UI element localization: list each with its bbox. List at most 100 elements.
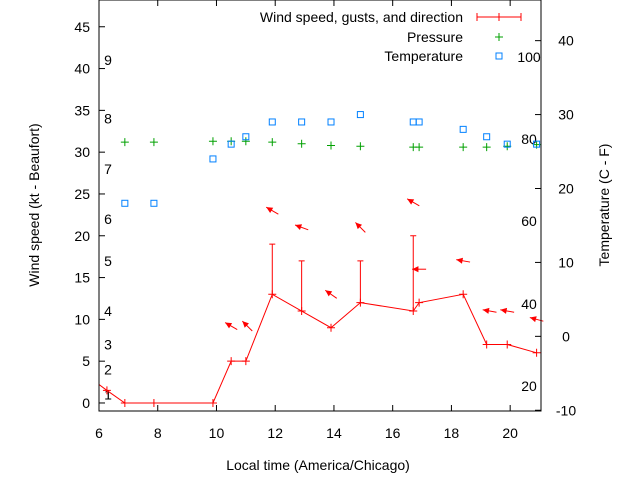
- beaufort-label: 5: [104, 253, 112, 269]
- temperature-point: [121, 199, 129, 207]
- y2-tick-label: 40: [558, 33, 574, 49]
- wind-point: [120, 398, 129, 407]
- wind-direction-arrowhead: [242, 321, 249, 328]
- wind-point: [241, 357, 250, 366]
- y-tick-label: 25: [74, 186, 90, 202]
- y2-axis-label: Temperature (C - F): [596, 144, 612, 267]
- temperature-point: [209, 155, 217, 163]
- plot-frame: [98, 0, 542, 412]
- temperature-point: [268, 118, 276, 126]
- y2-tick-label: -10: [556, 402, 576, 418]
- pressure-point: [327, 141, 336, 150]
- pressure-point: [482, 143, 491, 152]
- y-tick-label: 0: [82, 395, 90, 411]
- y-tick-label: 15: [74, 270, 90, 286]
- wind-direction-arrowhead: [482, 307, 490, 314]
- wind-direction-arrowhead: [456, 257, 464, 264]
- temperature-point: [533, 140, 541, 148]
- pressure-point: [120, 138, 129, 147]
- gust-errorbar: [269, 243, 276, 295]
- beaufort-label: 2: [104, 362, 112, 378]
- pressure-point: [149, 138, 158, 147]
- gust-errorbar: [410, 235, 417, 312]
- x-tick-label: 14: [326, 425, 342, 441]
- legend-swatch-pressure: [495, 33, 503, 41]
- x-tick-label: 20: [502, 425, 518, 441]
- wind-point: [532, 348, 541, 357]
- wind-speed-line: [99, 293, 537, 404]
- wind-direction-arrowhead: [407, 198, 415, 205]
- beaufort-label: 8: [104, 111, 112, 127]
- pressure-point: [356, 142, 365, 151]
- beaufort-label: 4: [104, 303, 112, 319]
- beaufort-label: 7: [104, 161, 112, 177]
- wind-direction-arrowhead: [500, 307, 508, 314]
- y-tick-label: 35: [74, 102, 90, 118]
- axes-layer: 6 8 10 12 14 16 18 20051015202530354045-1001020…: [74, 0, 576, 441]
- legend-label-wind: Wind speed, gusts, and direction: [260, 9, 463, 25]
- beaufort-label: 1: [104, 387, 112, 403]
- fahrenheit-label: 100: [517, 49, 541, 65]
- legend: Wind speed, gusts, and direction Pressur…: [260, 9, 522, 64]
- fahrenheit-label: 80: [521, 131, 537, 147]
- temperature-point: [459, 125, 467, 133]
- gust-errorbar: [357, 260, 364, 303]
- y-axis-label: Wind speed (kt - Beaufort): [26, 123, 42, 286]
- y-tick-label: 30: [74, 144, 90, 160]
- wind-point: [149, 398, 158, 407]
- wind-point: [415, 298, 424, 307]
- temperature-point: [227, 140, 235, 148]
- beaufort-label: 6: [104, 211, 112, 227]
- temperature-point: [298, 118, 306, 126]
- x-tick-label: 12: [267, 425, 283, 441]
- wind-direction-arrowhead: [225, 322, 233, 329]
- x-axis-label: Local time (America/Chicago): [226, 457, 410, 473]
- beaufort-label: 9: [104, 52, 112, 68]
- wind-point: [102, 386, 111, 395]
- pressure-point: [208, 137, 217, 146]
- y-tick-label: 40: [74, 61, 90, 77]
- wind-direction-arrowhead: [412, 266, 419, 273]
- temperature-point: [150, 199, 158, 207]
- x-tick-label: 18: [444, 425, 460, 441]
- wind-point: [503, 340, 512, 349]
- data-layer: [99, 111, 544, 407]
- gust-errorbar: [298, 260, 305, 312]
- y-tick-label: 20: [74, 228, 90, 244]
- temperature-point: [242, 133, 250, 141]
- wind-direction-arrowhead: [529, 316, 537, 323]
- pressure-point: [415, 143, 424, 152]
- y-tick-label: 10: [74, 311, 90, 327]
- temperature-point: [356, 111, 364, 119]
- wind-point: [482, 340, 491, 349]
- x-tick-label: 10: [209, 425, 225, 441]
- y2-tick-label: 0: [562, 328, 570, 344]
- wind-direction-arrowhead: [295, 224, 303, 231]
- x-tick-label: 16: [385, 425, 401, 441]
- fahrenheit-label: 60: [521, 213, 537, 229]
- y-tick-label: 5: [82, 353, 90, 369]
- wind-point: [327, 323, 336, 332]
- legend-label-temperature: Temperature: [384, 48, 463, 64]
- pressure-point: [459, 143, 468, 152]
- legend-label-pressure: Pressure: [407, 29, 463, 45]
- wind-point: [459, 290, 468, 299]
- wind-point: [227, 357, 236, 366]
- beaufort-label: 3: [104, 336, 112, 352]
- fahrenheit-label: 40: [521, 296, 537, 312]
- pressure-point: [241, 137, 250, 146]
- legend-swatch-wind: [476, 13, 522, 21]
- pressure-point: [268, 138, 277, 147]
- pressure-point: [297, 139, 306, 148]
- y2-tick-label: 20: [558, 180, 574, 196]
- y-tick-label: 45: [74, 19, 90, 35]
- y2-tick-label: 10: [558, 254, 574, 270]
- y2-tick-label: 30: [558, 107, 574, 123]
- fahrenheit-label: 20: [521, 378, 537, 394]
- wind-direction-arrowhead: [266, 207, 274, 213]
- wind-direction-arrowhead: [325, 290, 333, 297]
- temperature-point: [503, 140, 511, 148]
- temperature-point: [409, 118, 417, 126]
- temperature-point: [415, 118, 423, 126]
